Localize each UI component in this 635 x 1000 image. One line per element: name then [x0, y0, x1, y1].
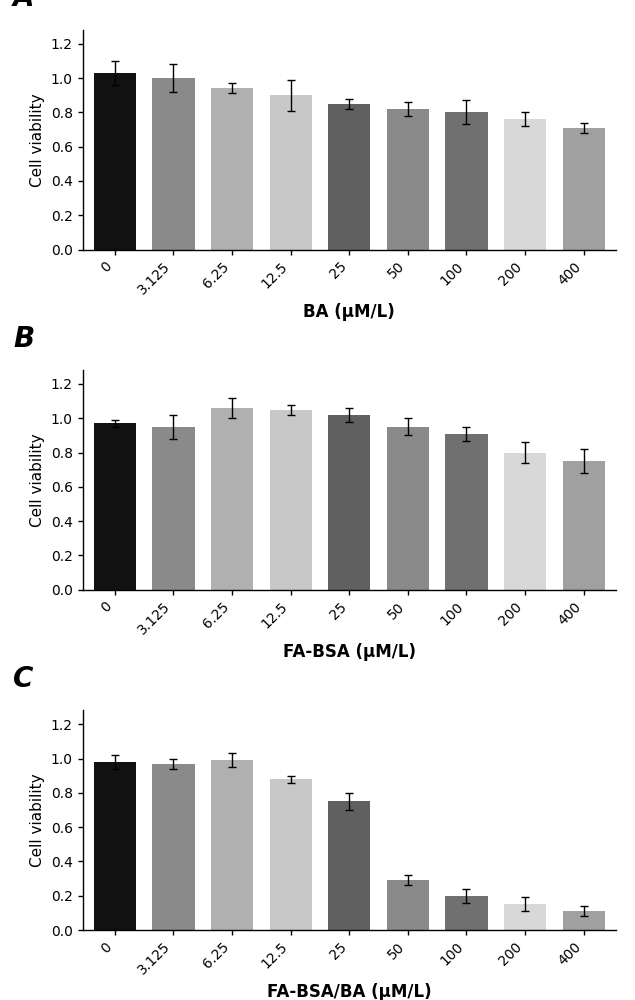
Bar — [328, 415, 370, 590]
Y-axis label: Cell viability: Cell viability — [30, 433, 45, 527]
Bar — [328, 104, 370, 250]
Bar — [563, 128, 605, 250]
Text: C: C — [13, 665, 34, 693]
Bar — [387, 880, 429, 930]
Bar — [504, 904, 546, 930]
Bar — [94, 762, 136, 930]
Bar — [269, 410, 312, 590]
Y-axis label: Cell viability: Cell viability — [30, 93, 45, 187]
Bar — [152, 78, 194, 250]
Text: A: A — [13, 0, 35, 12]
Bar — [211, 88, 253, 250]
Bar — [152, 764, 194, 930]
Bar — [387, 109, 429, 250]
X-axis label: FA-BSA (μM/L): FA-BSA (μM/L) — [283, 643, 416, 661]
Bar — [211, 408, 253, 590]
Bar — [328, 801, 370, 930]
X-axis label: BA (μM/L): BA (μM/L) — [304, 303, 395, 321]
Bar — [563, 461, 605, 590]
Bar — [504, 453, 546, 590]
X-axis label: FA-BSA/BA (μM/L): FA-BSA/BA (μM/L) — [267, 983, 432, 1000]
Bar — [94, 73, 136, 250]
Bar — [387, 427, 429, 590]
Bar — [445, 434, 488, 590]
Bar — [504, 119, 546, 250]
Bar — [269, 95, 312, 250]
Text: B: B — [13, 325, 34, 353]
Bar — [445, 112, 488, 250]
Bar — [563, 911, 605, 930]
Bar — [269, 779, 312, 930]
Bar — [94, 423, 136, 590]
Bar — [211, 760, 253, 930]
Bar — [152, 427, 194, 590]
Bar — [445, 896, 488, 930]
Y-axis label: Cell viability: Cell viability — [30, 773, 45, 867]
